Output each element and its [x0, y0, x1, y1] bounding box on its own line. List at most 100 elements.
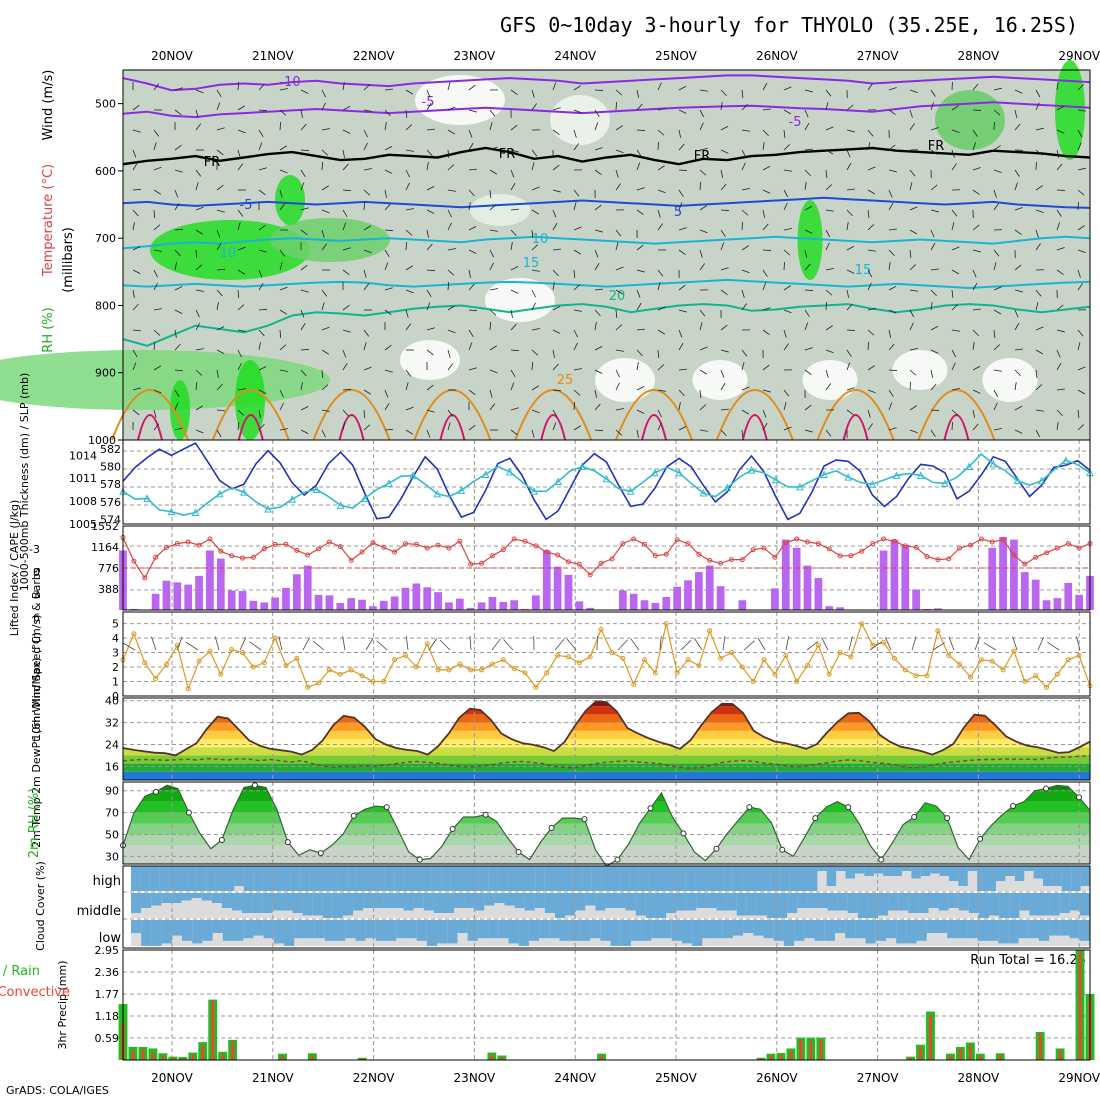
cloud-cell-bg [191, 893, 203, 918]
cloud-cell [423, 893, 435, 911]
wind-barb [531, 186, 540, 191]
wind-speed-point [978, 657, 984, 663]
wind-barb [783, 227, 792, 231]
wind-barb [426, 243, 433, 251]
cloud-cell [1042, 866, 1053, 886]
wind-speed-point [652, 670, 658, 676]
cloud-cell-bg [892, 866, 903, 891]
wind-barb [132, 349, 138, 358]
lifted-index-point [316, 546, 322, 552]
wind-barb [993, 249, 1000, 257]
wind-barb [594, 204, 602, 211]
wind-barb [300, 309, 305, 318]
lifted-index-point [337, 544, 343, 550]
wind-barb [174, 427, 183, 431]
wind-barb [930, 102, 934, 111]
wind-speed-point [805, 663, 811, 669]
wind-barb [1077, 389, 1086, 395]
wind-barb [930, 268, 939, 271]
wind-barb [615, 289, 624, 295]
wind-barb [376, 640, 388, 651]
cloud-cell [906, 920, 918, 944]
wind-barb [573, 284, 581, 291]
ytick-label: 6 [33, 612, 40, 625]
lifted-index-point [142, 575, 148, 581]
wind-barb [216, 302, 219, 311]
wind-barb [1056, 388, 1065, 391]
cloud-cell [732, 866, 743, 891]
wind-barb [1014, 89, 1023, 94]
wind-speed-point [587, 654, 593, 660]
thickness-point [215, 489, 224, 498]
wind-barb [636, 302, 642, 311]
cloud-cell [262, 893, 273, 913]
wind-barb [468, 84, 476, 91]
lifted-index-point [511, 536, 517, 542]
cloud-cell [977, 866, 988, 891]
lifted-index-point [479, 560, 485, 566]
wind-barb [699, 322, 703, 331]
wind-barb [825, 209, 834, 212]
wind-barb [468, 389, 476, 396]
wind-barb [993, 369, 1002, 372]
wind-barb [426, 102, 432, 111]
wind-barb [510, 382, 515, 391]
wind-barb [762, 307, 771, 311]
wind-barb [132, 163, 138, 171]
cape-bar [216, 558, 225, 610]
cloud-cell [794, 920, 805, 941]
wind-barb [489, 369, 498, 374]
wind-speed-point [1065, 657, 1071, 663]
cloud-cell [151, 920, 163, 946]
cloud-cell [926, 920, 938, 933]
wind-speed-point [707, 628, 713, 634]
cloud-cell [878, 893, 889, 916]
wind-barb [384, 169, 393, 174]
cloud-cell [464, 893, 475, 908]
wind-barb [153, 342, 156, 351]
cloud-cell [161, 920, 173, 944]
wind-speed-point [305, 684, 311, 690]
wind-barb [489, 169, 498, 175]
wind-barb [363, 225, 371, 231]
wind-barb [384, 262, 389, 271]
wind-barb [951, 269, 960, 275]
wind-barb [510, 182, 516, 191]
wind-barb [951, 163, 957, 171]
cloud-cell [763, 920, 775, 939]
wind-barb [489, 345, 497, 351]
precip-convective-bar [769, 1055, 773, 1060]
date-tick-label: 21NOV [252, 1071, 294, 1085]
wind-barb [195, 249, 198, 259]
cloud-cell-bg [854, 866, 865, 891]
wind-speed-point [1011, 648, 1017, 654]
rh-area [1055, 60, 1085, 160]
wind-barb [993, 87, 1002, 91]
wind-barb [405, 124, 413, 131]
wind-barb [468, 168, 477, 171]
cape-bar [401, 587, 410, 610]
wind-barb [888, 144, 896, 151]
cloud-cell [930, 866, 941, 874]
wind-barb [384, 369, 393, 373]
wind-barb [993, 145, 1001, 151]
precip-convective-bar [799, 1039, 803, 1060]
wind-barb [566, 638, 577, 651]
temp-line [122, 700, 1091, 757]
wind-barb [909, 229, 918, 235]
wind-barb [321, 302, 325, 311]
precip-convective-bar [191, 1054, 195, 1060]
wind-barb [447, 363, 454, 371]
wind-barb [694, 638, 703, 651]
wind-speed-point [424, 641, 430, 647]
wind-barb [594, 369, 603, 374]
ytick-label: 600 [95, 165, 116, 178]
wind-barb [636, 328, 645, 331]
cloud-cell [916, 920, 928, 941]
lifted-index-point [457, 538, 463, 544]
cape-bar [792, 547, 801, 610]
cape-bar [684, 580, 692, 610]
cape-bar [499, 601, 508, 610]
rh-point [977, 835, 984, 842]
wind-barb [216, 209, 225, 213]
